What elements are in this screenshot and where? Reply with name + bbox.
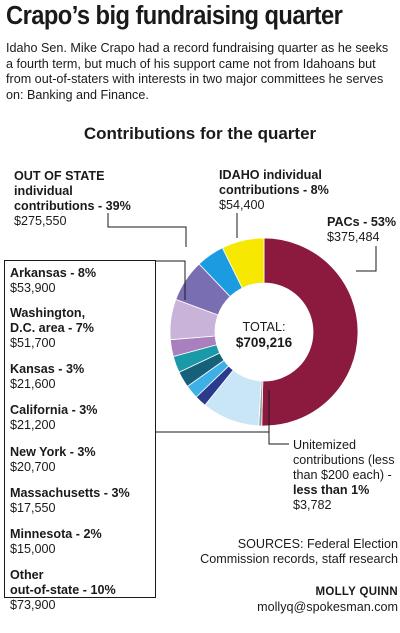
state-name: New York - 3% [10,445,96,459]
leader-line-states-top [156,260,186,300]
sources-line1: SOURCES: Federal Election [237,537,398,551]
state-kansas: Kansas - 3% $21,600 [10,362,156,392]
state-new-york: New York - 3% $20,700 [10,445,156,475]
leader-lines [107,213,377,445]
total-value: $709,216 [235,335,293,350]
idaho-line2: contributions - 8% [219,183,329,197]
out-of-state-line3: contributions - 39% [14,199,131,213]
label-unitemized: Unitemized contributions (less than $200… [293,438,395,513]
state-name: Massachusetts - 3% [10,486,130,500]
unitemized-line1: Unitemized [293,438,356,452]
pacs-amount: $375,484 [327,230,380,244]
state-amount: $17,550 [10,501,56,515]
leader-line-pacs [356,246,377,272]
state-name-2: D.C. area - 7% [10,321,94,335]
state-amount: $51,700 [10,336,56,350]
unitemized-line4: less than 1% [293,483,370,497]
state-amount: $73,900 [10,598,56,612]
state-amount: $21,600 [10,377,56,391]
leader-line-unitemized [268,390,289,445]
unitemized-line2: contributions (less [293,453,395,467]
total-caption: TOTAL: [242,320,286,334]
out-of-state-amount: $275,550 [14,214,67,228]
pacs-line1: PACs - 53% [327,215,397,229]
out-of-state-line2: individual [14,184,73,198]
state-name: Arkansas - 8% [10,266,97,280]
label-out-of-state: OUT OF STATE individual contributions - … [14,169,131,229]
state-amount: $53,900 [10,281,56,295]
state-minnesota: Minnesota - 2% $15,000 [10,527,156,557]
state-amount: $21,200 [10,418,56,432]
state-other-out-of-state: Other out-of-state - 10% $73,900 [10,568,156,613]
state-amount: $15,000 [10,542,56,556]
headline: Crapo’s big fundraising quarter [6,2,343,30]
state-massachusetts: Massachusetts - 3% $17,550 [10,486,156,516]
idaho-line1: IDAHO individual [219,168,322,182]
leader-line-out-of-state [107,213,187,247]
sources: SOURCES: Federal Election Commission rec… [178,537,398,567]
unitemized-amount: $3,782 [293,498,332,512]
author-name: MOLLY QUINN [315,586,398,598]
state-amount: $20,700 [10,460,56,474]
label-pacs: PACs - 53% $375,484 [327,215,396,245]
sources-line2: Commission records, staff research [200,552,398,566]
unitemized-line3: than $200 each) - [293,468,392,482]
idaho-amount: $54,400 [219,198,265,212]
state-washington-dc: Washington, D.C. area - 7% $51,700 [10,306,156,351]
intro-text: Idaho Sen. Mike Crapo had a record fundr… [6,41,389,102]
total-label: TOTAL: $709,216 [226,319,302,351]
state-name: Other [10,568,44,582]
state-name-2: out-of-state - 10% [10,583,116,597]
author-email: mollyq@spokesman.com [257,600,398,614]
slice-idaho [221,237,265,289]
state-name: Kansas - 3% [10,362,85,376]
state-arkansas: Arkansas - 8% $53,900 [10,266,156,296]
slice-pacs [261,237,359,427]
label-idaho: IDAHO individual contributions - 8% $54,… [219,168,329,213]
chart-title: Contributions for the quarter [83,124,317,143]
state-name: Washington, [10,306,86,320]
byline: MOLLY QUINN mollyq@spokesman.com [178,585,398,615]
state-california: California - 3% $21,200 [10,403,156,433]
state-name: Minnesota - 2% [10,527,102,541]
out-of-state-line1: OUT OF STATE [14,169,105,183]
state-breakdown-box: Arkansas - 8% $53,900 Washington, D.C. a… [4,260,156,612]
donut-slices [169,237,359,427]
state-name: California - 3% [10,403,98,417]
